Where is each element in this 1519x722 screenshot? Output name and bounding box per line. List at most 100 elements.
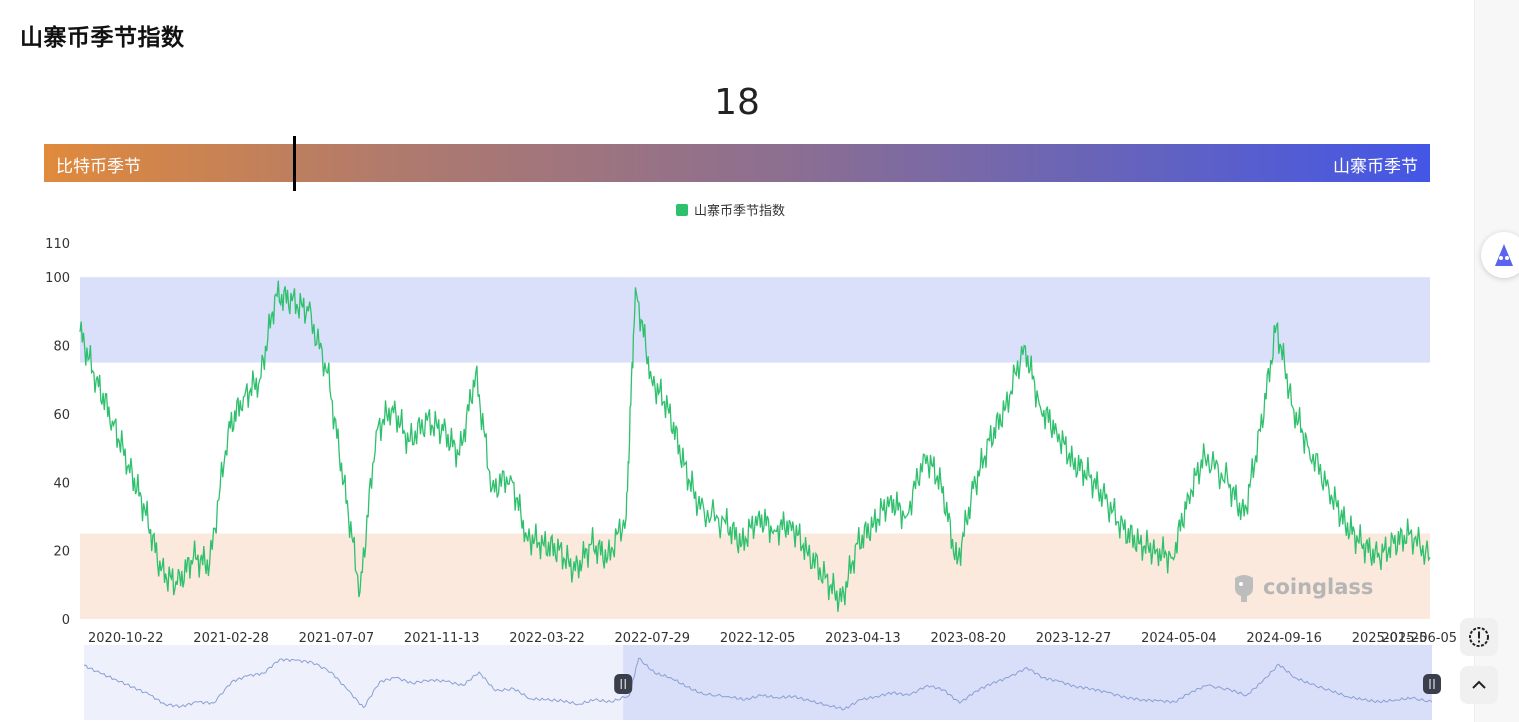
gauge-left-label: 比特币季节 xyxy=(56,157,141,177)
x-tick-label: 2023-08-20 xyxy=(930,631,1006,646)
data-point xyxy=(192,557,194,559)
data-point xyxy=(176,584,178,586)
x-tick-label: 2020-10-22 xyxy=(88,631,164,646)
data-point xyxy=(940,481,942,483)
data-point xyxy=(558,550,560,552)
data-point xyxy=(741,543,743,545)
data-point xyxy=(1139,543,1141,545)
data-point xyxy=(491,488,493,490)
data-point xyxy=(1429,557,1431,559)
data-point xyxy=(699,509,701,511)
data-point xyxy=(667,406,669,408)
data-point xyxy=(144,509,146,511)
data-point xyxy=(1171,557,1173,559)
chevron-up-icon xyxy=(1472,680,1486,689)
data-point xyxy=(1259,430,1261,432)
data-point xyxy=(757,516,759,518)
data-point xyxy=(1072,461,1074,463)
legend-label: 山寨币季节指数 xyxy=(694,204,786,219)
data-point xyxy=(95,379,97,381)
data-point xyxy=(275,293,277,295)
data-point xyxy=(111,420,113,422)
data-point xyxy=(359,591,361,593)
assistant-button[interactable] xyxy=(1481,232,1519,278)
data-point xyxy=(1227,481,1229,483)
data-point xyxy=(857,543,859,545)
data-point xyxy=(426,420,428,422)
data-point xyxy=(1123,529,1125,531)
y-tick-label: 20 xyxy=(53,545,70,560)
alert-gear-icon xyxy=(1469,627,1489,647)
data-point xyxy=(128,464,130,466)
data-point xyxy=(1204,454,1206,456)
data-point xyxy=(651,379,653,381)
data-point xyxy=(391,406,393,408)
data-point xyxy=(683,464,685,466)
x-tick-label: 2024-09-16 xyxy=(1246,631,1322,646)
data-point xyxy=(1377,557,1379,559)
page-title: 山寨币季节指数 xyxy=(20,25,185,51)
data-point xyxy=(542,543,544,545)
coinglass-logo-icon xyxy=(1235,575,1253,602)
y-tick-label: 40 xyxy=(53,476,70,491)
data-point xyxy=(1292,406,1294,408)
data-point xyxy=(625,516,627,518)
data-point xyxy=(160,570,162,572)
right-side-panel xyxy=(1474,0,1519,722)
assistant-icon xyxy=(1495,244,1513,266)
x-tick-label: 2021-02-28 xyxy=(193,631,269,646)
data-point xyxy=(408,440,410,442)
data-point xyxy=(574,570,576,572)
x-tick-label: 2023-12-27 xyxy=(1036,631,1112,646)
data-point xyxy=(1088,474,1090,476)
data-point xyxy=(1005,406,1007,408)
x-tick-label: 2021-11-13 xyxy=(404,631,480,646)
data-point xyxy=(1328,488,1330,490)
data-point xyxy=(1393,543,1395,545)
data-point xyxy=(1344,522,1346,524)
data-point xyxy=(375,430,377,432)
data-point xyxy=(1023,345,1025,347)
x-tick-label: 2023-04-13 xyxy=(825,631,901,646)
data-point xyxy=(79,331,81,333)
x-tick-label: 2022-07-29 xyxy=(615,631,691,646)
data-point xyxy=(1308,447,1310,449)
index-value: 18 xyxy=(714,82,760,123)
data-point xyxy=(259,379,261,381)
data-point xyxy=(327,372,329,374)
data-point xyxy=(1155,550,1157,552)
data-point xyxy=(634,286,636,288)
y-tick-label: 100 xyxy=(45,271,70,286)
data-point xyxy=(1360,543,1362,545)
data-point xyxy=(243,396,245,398)
data-point xyxy=(824,577,826,579)
data-point xyxy=(307,310,309,312)
data-point xyxy=(209,563,211,565)
zoom-window xyxy=(623,645,1432,720)
data-point xyxy=(1104,498,1106,500)
chart-area: 0 20 40 60 80 100 110 2020-10-22 2021-02-28 2021-… xyxy=(45,237,1457,720)
data-point xyxy=(343,481,345,483)
data-point xyxy=(790,522,792,524)
back-to-top-button[interactable] xyxy=(1460,666,1498,704)
data-point xyxy=(1243,516,1245,518)
data-point xyxy=(607,557,609,559)
chart-legend[interactable]: 山寨币季节指数 xyxy=(676,200,785,219)
data-point xyxy=(1039,406,1041,408)
y-tick-label: 110 xyxy=(45,237,70,252)
data-point xyxy=(475,372,477,374)
zoom-handle-right[interactable] xyxy=(1423,674,1441,694)
zoom-navigator-line xyxy=(83,657,1433,711)
data-point xyxy=(956,563,958,565)
data-point xyxy=(1056,430,1058,432)
data-point xyxy=(459,454,461,456)
zoom-handle-left[interactable] xyxy=(614,674,633,694)
index-line xyxy=(79,280,1431,612)
data-point xyxy=(1188,495,1190,497)
gauge-right-label: 山寨币季节 xyxy=(1333,157,1418,177)
altseason-band xyxy=(80,277,1430,363)
gauge-marker xyxy=(293,136,296,191)
data-point xyxy=(989,440,991,442)
feedback-button[interactable] xyxy=(1460,618,1498,656)
data-point xyxy=(291,300,293,302)
